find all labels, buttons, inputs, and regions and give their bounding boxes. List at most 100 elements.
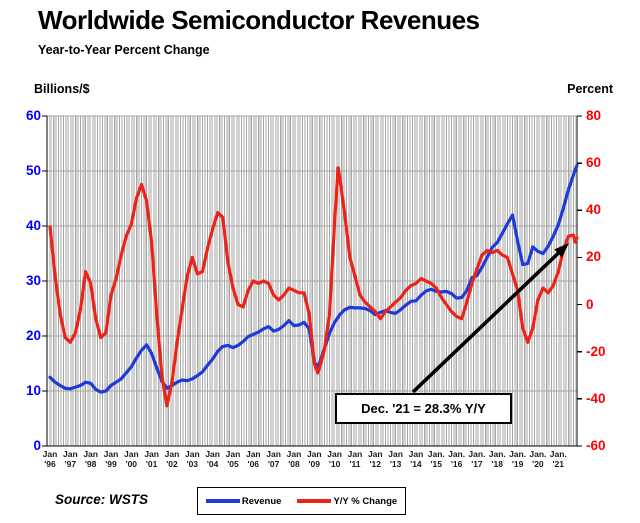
yoy-line (48, 166, 579, 408)
x-label-month: Jan (327, 449, 342, 459)
legend: Revenue Y/Y % Change (197, 487, 406, 515)
left-axis-tick-label: 0 (33, 438, 41, 453)
revenue-line (48, 163, 579, 394)
right-axis-title: Percent (567, 82, 613, 96)
x-label-month: Jan (408, 449, 424, 459)
x-label-month: Jan. (448, 449, 466, 459)
x-axis-tick-label: Jan. '19 (507, 449, 529, 469)
x-axis-tick-label: Jan '06 (242, 449, 264, 469)
x-axis-tick-label: Jan. '18 (486, 449, 508, 469)
x-label-month: Jan (266, 449, 281, 459)
x-axis-tick-label: Jan. '16 (446, 449, 468, 469)
x-label-year: '11 (349, 458, 361, 469)
x-axis-tick-label: Jan. '21 (547, 449, 569, 469)
x-axis-tick-label: Jan. '17 (466, 449, 488, 469)
x-label-year: '21 (552, 458, 564, 469)
x-label-year: '01 (145, 458, 158, 469)
x-axis-tick-label: Jan '04 (202, 449, 224, 469)
x-label-year: '14 (410, 458, 422, 469)
x-label-year: '99 (105, 458, 117, 469)
x-axis-tick-label: Jan '03 (181, 449, 203, 469)
legend-label-revenue: Revenue (241, 495, 282, 507)
right-axis-tick-label: 80 (586, 108, 602, 123)
x-axis-tick-label: Jan '00 (120, 449, 142, 469)
x-label-month: Jan (347, 449, 363, 459)
left-axis-title: Billions/$ (34, 82, 90, 96)
x-label-month: Jan (205, 449, 220, 459)
annotation-arrow (411, 243, 569, 394)
left-axis-tick-label: 30 (25, 273, 41, 288)
x-axis-tick-label: Jan '12 (364, 449, 386, 469)
x-label-month: Jan (306, 449, 322, 459)
axis-spines (42, 115, 582, 447)
right-axis-tick-label: -40 (586, 390, 606, 406)
annotation-callout: Dec. '21 = 28.3% Y/Y (335, 393, 512, 424)
x-label-month: Jan. (549, 449, 567, 459)
x-label-month: Jan (388, 449, 403, 459)
right-axis-tick-label: 20 (586, 249, 602, 265)
x-axis-tick-label: Jan '13 (385, 449, 407, 469)
yoy-line-swatch (297, 499, 332, 503)
x-axis-tick-label: Jan '11 (344, 449, 366, 469)
x-label-year: '00 (125, 458, 138, 469)
x-label-month: Jan (164, 449, 180, 459)
x-label-year: '13 (389, 458, 402, 469)
legend-item-revenue: Revenue (205, 495, 282, 507)
x-axis-tick-label: Jan '10 (324, 449, 346, 469)
right-axis-tick-label: -60 (586, 438, 606, 453)
right-axis-tick-label: 60 (586, 155, 602, 171)
x-axis-tick-label: Jan '09 (303, 449, 325, 469)
x-label-month: Jan (286, 449, 302, 459)
chart-subtitle: Year-to-Year Percent Change (38, 43, 210, 57)
x-label-month: Jan. (509, 449, 527, 459)
left-axis-tick-label: 10 (25, 383, 41, 398)
x-axis-tick-label: Jan '96 (39, 449, 61, 469)
x-label-month: Jan (42, 449, 58, 459)
x-label-month: Jan (367, 449, 383, 459)
x-axis-tick-label: Jan '02 (161, 449, 183, 469)
x-axis-tick-label: Jan '97 (59, 449, 81, 469)
x-label-year: '96 (44, 458, 56, 469)
source-credit: Source: WSTS (55, 492, 149, 507)
legend-label-yoy: Y/Y % Change (333, 495, 398, 507)
x-label-year: '04 (206, 458, 219, 469)
right-axis-tick-label: 0 (586, 296, 594, 312)
x-axis-tick-label: Jan '05 (222, 449, 244, 469)
x-axis-tick-label: Jan. '20 (527, 449, 549, 469)
left-axis-tick-label: 50 (25, 163, 41, 178)
x-label-month: Jan (123, 449, 139, 459)
x-label-year: '18 (491, 458, 503, 469)
x-label-year: '16 (450, 458, 463, 469)
x-label-year: '20 (532, 458, 544, 469)
x-axis-tick-label: Jan '01 (141, 449, 163, 469)
x-label-month: Jan. (468, 449, 486, 459)
x-axis-tick-label: Jan. '15 (425, 449, 447, 469)
x-label-month: Jan (83, 449, 98, 459)
x-label-month: Jan (103, 449, 119, 459)
x-label-year: '06 (247, 458, 260, 469)
x-label-month: Jan. (529, 449, 547, 459)
x-label-year: '12 (369, 458, 382, 469)
legend-item-yoy: Y/Y % Change (297, 496, 397, 507)
x-axis-tick-label: Jan '14 (405, 449, 427, 469)
left-axis-tick-label: 60 (25, 108, 41, 123)
x-label-year: '15 (430, 458, 442, 469)
x-label-month: Jan (63, 449, 78, 459)
x-label-month: Jan (184, 449, 200, 459)
x-label-year: '03 (186, 458, 199, 469)
annotation-text: Dec. '21 = 28.3% Y/Y (361, 401, 486, 416)
x-label-year: '97 (64, 458, 77, 469)
x-label-month: Jan. (488, 449, 506, 459)
x-label-year: '09 (308, 458, 321, 469)
x-axis-tick-label: Jan '08 (283, 449, 305, 469)
x-axis-tick-label: Jan '98 (80, 449, 102, 469)
chart-title: Worldwide Semiconductor Revenues (38, 5, 480, 35)
left-axis-tick-label: 20 (25, 328, 41, 343)
x-axis-tick-label: Jan '07 (263, 449, 285, 469)
revenue-line-swatch (205, 499, 240, 503)
x-label-year: '10 (328, 458, 341, 469)
x-label-month: Jan (225, 449, 241, 459)
left-axis-tick-label: 40 (25, 218, 41, 233)
x-axis-tick-label: Jan '99 (100, 449, 122, 469)
